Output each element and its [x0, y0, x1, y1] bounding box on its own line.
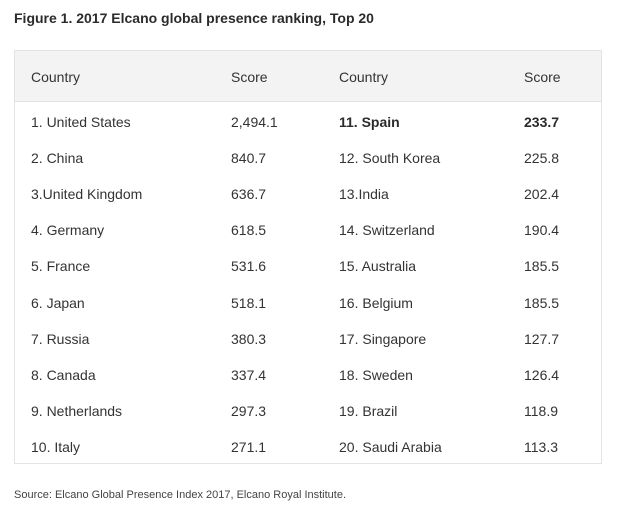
country-cell: 18. Sweden — [339, 366, 413, 383]
country-cell: 4. Germany — [31, 222, 105, 239]
score-cell: 636.7 — [231, 186, 267, 203]
header-score-left: Score — [231, 69, 268, 85]
score-cell: 531.6 — [231, 258, 267, 275]
score-cell: 126.4 — [524, 366, 560, 383]
score-cell: 618.5 — [231, 222, 267, 239]
score-cell: 337.4 — [231, 366, 267, 383]
country-cell: 16. Belgium — [339, 294, 413, 311]
country-cell: 9. Netherlands — [31, 402, 123, 419]
table-row: 8. Canada 337.4 18. Sweden 126.4 — [15, 357, 601, 393]
figure-title: Figure 1. 2017 Elcano global presence ra… — [14, 10, 374, 26]
score-cell: 185.5 — [524, 294, 560, 311]
table-row: 5. France 531.6 15. Australia 185.5 — [15, 248, 601, 284]
table-row: 6. Japan 518.1 16. Belgium 185.5 — [15, 285, 601, 321]
score-cell: 2,494.1 — [231, 114, 278, 130]
country-cell: 7. Russia — [31, 330, 90, 347]
score-cell: 518.1 — [231, 294, 267, 311]
country-cell: 8. Canada — [31, 366, 96, 383]
table-header-row: Country Score Country Score — [15, 51, 601, 102]
table-row: 9. Netherlands 297.3 19. Brazil 118.9 — [15, 393, 601, 429]
country-cell: 15. Australia — [339, 258, 417, 275]
country-cell: 2. China — [31, 150, 84, 167]
header-country-left: Country — [31, 69, 81, 85]
country-cell: 12. South Korea — [339, 150, 441, 167]
score-cell: 233.7 — [524, 114, 560, 130]
ranking-table: Country Score Country Score 1. United St… — [14, 50, 602, 464]
score-cell: 190.4 — [524, 222, 560, 239]
country-cell: 14. Switzerland — [339, 222, 435, 239]
table-row: 2. China 840.7 12. South Korea 225.8 — [15, 140, 601, 176]
table-row: 10. Italy 271.1 20. Saudi Arabia 113.3 — [15, 429, 601, 465]
table-row: 1. United States 2,494.1 11. Spain 233.7 — [15, 104, 601, 140]
score-cell: 297.3 — [231, 402, 267, 419]
country-cell: 1. United States — [31, 114, 131, 130]
country-cell: 3.United Kingdom — [31, 186, 143, 203]
score-cell: 202.4 — [524, 186, 560, 203]
score-cell: 271.1 — [231, 438, 267, 455]
country-cell: 20. Saudi Arabia — [339, 438, 442, 455]
source-note: Source: Elcano Global Presence Index 201… — [14, 489, 347, 501]
country-cell: 10. Italy — [31, 438, 81, 455]
country-cell: 13.India — [339, 186, 389, 203]
country-cell: 19. Brazil — [339, 402, 398, 419]
country-cell: 17. Singapore — [339, 330, 427, 347]
country-cell: 6. Japan — [31, 294, 85, 311]
table-row: 3.United Kingdom 636.7 13.India 202.4 — [15, 176, 601, 212]
score-cell: 225.8 — [524, 150, 560, 167]
score-cell: 127.7 — [524, 330, 560, 347]
score-cell: 840.7 — [231, 150, 267, 167]
header-country-right: Country — [339, 69, 389, 85]
country-cell: 5. France — [31, 258, 91, 275]
header-score-right: Score — [524, 69, 561, 85]
score-cell: 185.5 — [524, 258, 560, 275]
table-row: 7. Russia 380.3 17. Singapore 127.7 — [15, 321, 601, 357]
score-cell: 380.3 — [231, 330, 267, 347]
country-cell: 11. Spain — [339, 114, 400, 130]
score-cell: 113.3 — [524, 438, 558, 455]
score-cell: 118.9 — [524, 402, 558, 419]
table-row: 4. Germany 618.5 14. Switzerland 190.4 — [15, 212, 601, 248]
